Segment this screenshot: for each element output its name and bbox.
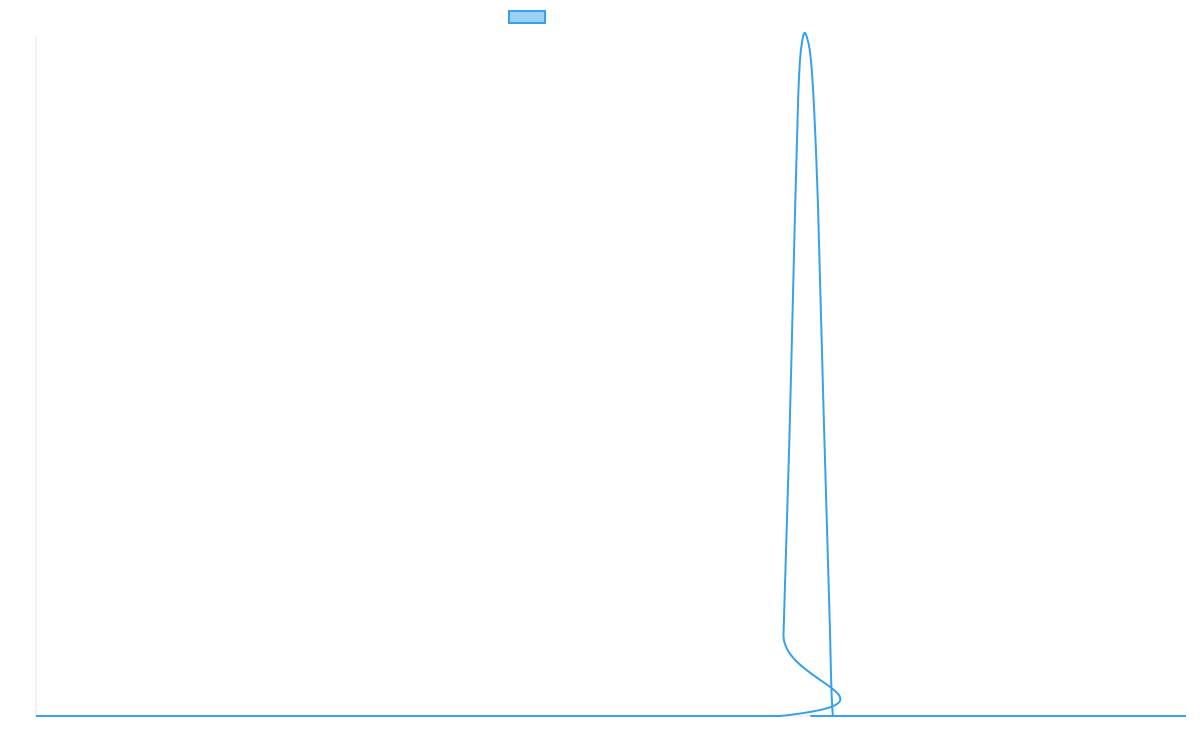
series-line-0 [36,31,1186,718]
legend-swatch[interactable] [508,10,546,24]
